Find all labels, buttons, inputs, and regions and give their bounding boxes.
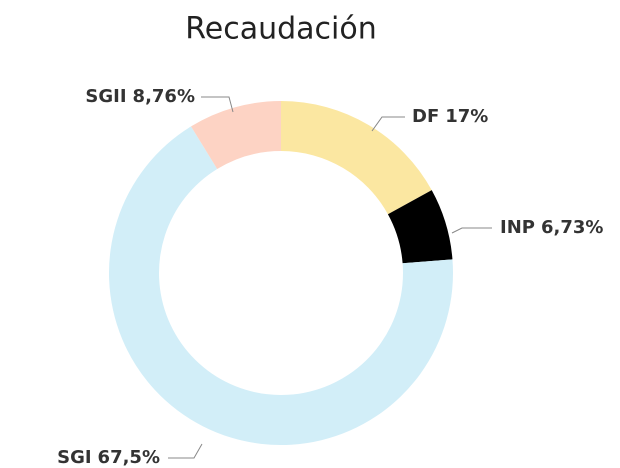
slice-value-label: 67,5% [98,447,160,468]
slice-label: DF 17% [412,106,488,127]
donut-slice [191,101,281,170]
donut-slice [387,190,453,264]
slice-category: SGII [85,86,126,107]
slice-value-label: 6,73% [541,217,603,238]
slice-label: INP 6,73% [500,217,603,238]
leader-line [201,96,234,113]
slice-category: DF [412,106,439,127]
leader-line [451,227,492,234]
chart-title: Recaudación [185,12,376,47]
slice-category: SGI [57,447,91,468]
slice-value-label: 17% [445,106,488,127]
leader-line [168,443,203,459]
slice-label: SGII 8,76% [85,86,195,107]
leader-line [371,116,405,132]
slice-value-label: 8,76% [133,86,195,107]
slice-category: INP [500,217,535,238]
donut-slice [281,101,432,215]
donut-slice [109,126,454,445]
slice-label: SGI 67,5% [57,447,160,468]
